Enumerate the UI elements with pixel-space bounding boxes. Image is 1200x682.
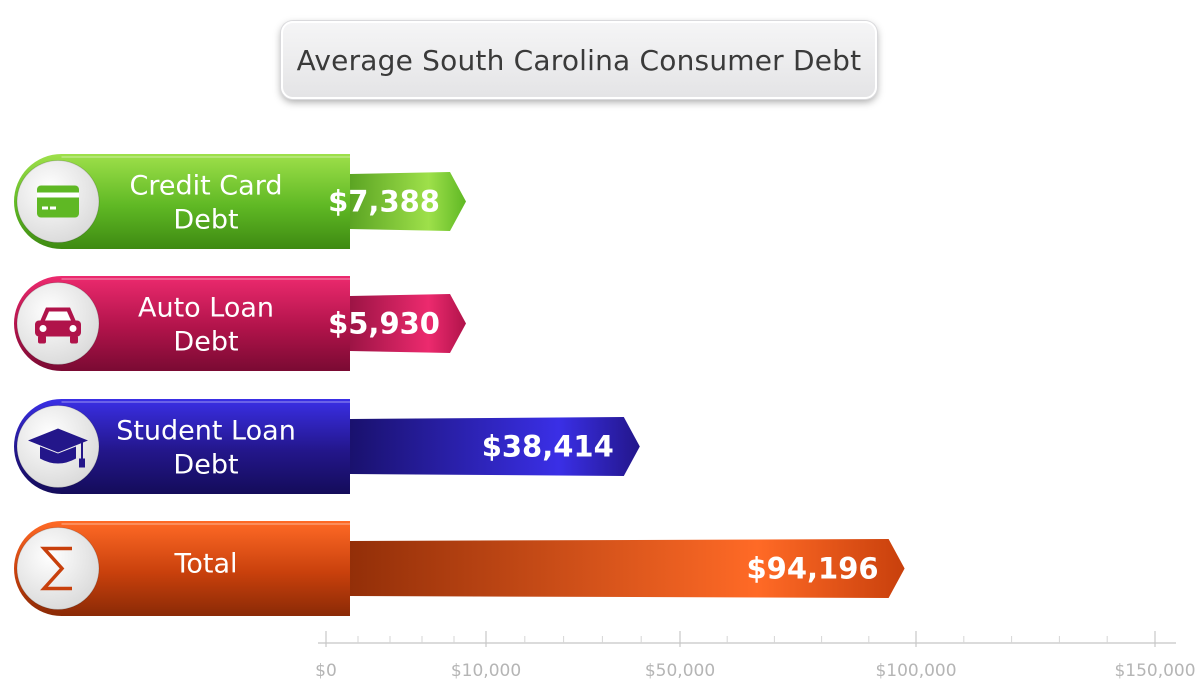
x-axis: $0 $10,000 $50,000 $100,000 $150,000	[315, 631, 1196, 681]
category-label-line2: Debt	[173, 327, 238, 358]
category-label-line1: Auto Loan	[138, 293, 274, 324]
bar	[316, 294, 466, 353]
category-panel	[14, 276, 351, 371]
bar	[316, 172, 466, 231]
x-tick-label: $150,000	[1114, 661, 1195, 681]
x-tick-label: $0	[315, 661, 337, 681]
category-panel	[14, 521, 351, 616]
sigma-icon	[40, 546, 72, 591]
value-label: $38,414	[482, 430, 614, 464]
icon-circle	[16, 527, 100, 610]
x-tick-label: $100,000	[875, 661, 956, 681]
graduation-cap-icon	[28, 428, 88, 468]
chart-title-box: Average South Carolina Consumer Debt	[281, 21, 877, 99]
x-tick-label: $50,000	[645, 661, 715, 681]
bar	[316, 539, 905, 598]
category-label-line2: Debt	[173, 450, 238, 481]
x-tick-label: $10,000	[451, 661, 521, 681]
bar-row: Total $94,196	[14, 521, 905, 616]
category-label-line1: Credit Card	[130, 171, 283, 202]
category-panel	[14, 399, 351, 494]
bar	[316, 417, 640, 476]
chart-title: Average South Carolina Consumer Debt	[296, 43, 862, 77]
value-label: $5,930	[328, 307, 440, 341]
car-icon	[35, 307, 81, 344]
category-label-line2: Debt	[173, 205, 238, 236]
category-label-line1: Student Loan	[116, 416, 296, 447]
category-panel	[14, 154, 351, 249]
credit-card-icon	[37, 185, 79, 218]
value-label: $94,196	[747, 552, 879, 586]
category-label: Total	[173, 549, 237, 580]
value-label: $7,388	[328, 185, 440, 219]
